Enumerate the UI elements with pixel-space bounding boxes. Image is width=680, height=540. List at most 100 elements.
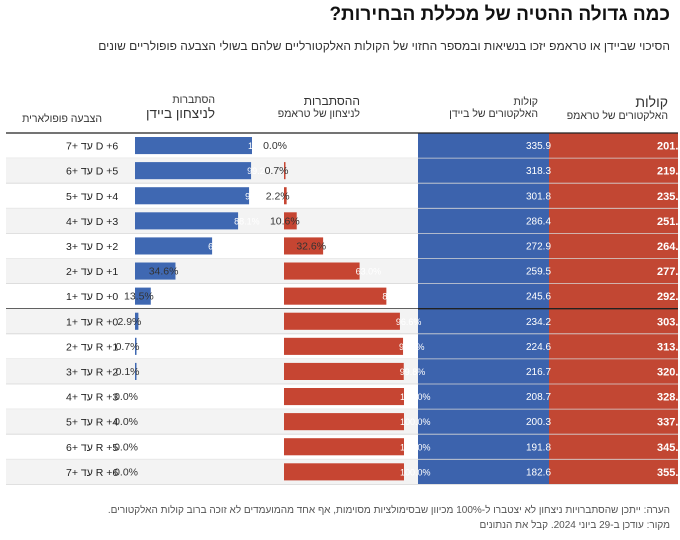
chart-source: מקור: עודכן ב-29 ביוני 2024. קבל את הנתו… <box>479 520 670 531</box>
trump-prob-label: 10.6% <box>270 215 300 227</box>
header-biden-ev-a: קולות <box>513 96 538 108</box>
header-biden-prob: הסתברות לניצחון ביידן <box>105 94 215 121</box>
biden-prob-label: 2.9% <box>117 316 141 328</box>
biden-prob-label: 0.0% <box>114 466 138 478</box>
trump-prob-bar <box>284 212 297 230</box>
chart-subtitle: הסיכוי שביידן או טראמפ יזכו בנשיאות ובמס… <box>98 39 670 53</box>
biden-ev-value: 191.8 <box>526 442 551 453</box>
trump-prob-bar <box>284 187 287 205</box>
trump-prob-label: 0.0% <box>263 140 287 152</box>
biden-ev-value: 335.9 <box>526 141 551 152</box>
biden-ev-value: 216.7 <box>526 367 551 378</box>
header-trump-ev-b: האלקטורים של טראמפ <box>566 110 668 122</box>
biden-prob-label: 97.5% <box>245 191 271 201</box>
trump-ev-value: 219.5 <box>657 166 680 178</box>
chart-note: הערה: ייתכן שהסתברויות ניצחון לא יצטברו … <box>107 505 670 516</box>
trump-prob-label: 99.8% <box>400 367 426 377</box>
trump-ev-value: 201.7 <box>657 141 680 153</box>
biden-ev-value: 208.7 <box>526 392 551 403</box>
trump-prob-bar <box>284 337 404 355</box>
biden-ev-value: 234.2 <box>526 317 551 328</box>
trump-ev-value: 328.9 <box>657 392 680 404</box>
header-biden-ev-b: האלקטורים של ביידן <box>449 108 538 120</box>
header-biden-ev: קולות האלקטורים של ביידן <box>418 96 538 120</box>
header-biden-prob-a: הסתברות <box>172 94 215 106</box>
popular-margin-label: R +1 עד +2 <box>66 341 118 353</box>
trump-ev-value: 292.1 <box>657 291 680 303</box>
trump-prob-bar <box>284 162 286 180</box>
popular-margin-label: R +4 עד +5 <box>66 417 118 429</box>
biden-ev-value: 301.8 <box>526 191 551 202</box>
popular-margin-label: D +6 עד +7 <box>66 141 118 153</box>
trump-prob-bar <box>284 362 404 380</box>
biden-prob-bar <box>135 287 151 305</box>
biden-prob-bar <box>135 237 213 255</box>
trump-ev-value: 345.6 <box>657 442 680 454</box>
biden-prob-bar <box>135 162 252 180</box>
popular-margin-label: R +3 עד +4 <box>66 392 118 404</box>
trump-prob-label: 100.0% <box>400 442 431 452</box>
biden-prob-bar <box>135 362 137 380</box>
header-trump-ev: קולות האלקטורים של טראמפ <box>548 94 668 122</box>
biden-prob-bar <box>135 262 176 280</box>
trump-ev-value: 355.2 <box>657 467 680 479</box>
trump-prob-bar <box>284 262 360 280</box>
biden-ev-value: 272.9 <box>526 241 551 252</box>
biden-ev-value: 245.6 <box>526 292 551 303</box>
popular-margin-label: R +5 עד +6 <box>66 442 118 454</box>
biden-ev-value: 318.3 <box>526 166 551 177</box>
trump-prob-bar <box>284 237 324 255</box>
popular-margin-label: D +4 עד +5 <box>66 191 118 203</box>
biden-prob-bar <box>135 337 137 355</box>
biden-ev-value: 259.5 <box>526 267 551 278</box>
trump-ev-value: 320.9 <box>657 366 680 378</box>
biden-prob-label: 99.2% <box>247 166 273 176</box>
header-trump-ev-a: קולות <box>635 94 668 110</box>
trump-ev-value: 277.9 <box>657 266 680 278</box>
trump-prob-bar <box>284 413 404 431</box>
trump-ev-value: 303.4 <box>657 316 680 328</box>
trump-prob-label: 100.0% <box>400 392 431 402</box>
biden-prob-bar <box>135 137 252 155</box>
trump-ev-value: 235.8 <box>657 191 680 203</box>
header-trump-prob: ההסתברות לניצחון של טראמפ <box>240 94 360 120</box>
biden-prob-bar <box>135 312 139 330</box>
chart-title: כמה גדולה ההטיה של מכללת הבחירות? <box>329 4 670 25</box>
popular-margin-label: D +3 עד +4 <box>66 216 118 228</box>
trump-prob-label: 0.7% <box>265 165 289 177</box>
biden-prob-label: 0.1% <box>116 366 140 378</box>
popular-margin-label: D +5 עד +6 <box>66 166 118 178</box>
trump-prob-bar <box>284 287 387 305</box>
trump-prob-label: 99.2% <box>399 342 425 352</box>
trump-prob-bar <box>284 463 404 481</box>
biden-ev-value: 200.3 <box>526 417 551 428</box>
biden-prob-label: 0.0% <box>114 416 138 428</box>
header-trump-prob-b: לניצחון של טראמפ <box>277 108 360 120</box>
trump-prob-label: 100.0% <box>400 417 431 427</box>
popular-margin-label: D +1 עד +2 <box>66 266 118 278</box>
trump-ev-value: 251.2 <box>657 216 680 228</box>
trump-prob-bar <box>284 388 404 406</box>
biden-ev-value: 286.4 <box>526 216 551 227</box>
trump-prob-bar <box>284 312 400 330</box>
popular-margin-label: R +6 עד +7 <box>66 467 118 479</box>
biden-ev-value: 224.6 <box>526 342 551 353</box>
trump-prob-label: 32.6% <box>296 240 326 252</box>
biden-prob-bar <box>135 212 239 230</box>
biden-prob-label: 100.0% <box>248 141 279 151</box>
header-trump-prob-a: ההסתברות <box>303 94 360 108</box>
trump-prob-bar <box>284 438 404 456</box>
biden-prob-label: 34.6% <box>149 266 179 278</box>
popular-margin-label: D +2 עד +3 <box>66 241 118 253</box>
popular-margin-label: R +0 עד +1 <box>66 316 118 328</box>
trump-prob-label: 2.2% <box>266 190 290 202</box>
biden-prob-bar <box>135 187 250 205</box>
trump-prob-label: 96.6% <box>396 317 422 327</box>
header-biden-prob-b: לניצחון ביידן <box>146 106 215 121</box>
trump-ev-value: 264.6 <box>657 241 680 253</box>
trump-prob-label: 100.0% <box>400 467 431 477</box>
biden-prob-label: 0.0% <box>114 391 138 403</box>
trump-ev-value: 313.0 <box>657 341 680 353</box>
trump-prob-label: 85.3% <box>382 292 408 302</box>
